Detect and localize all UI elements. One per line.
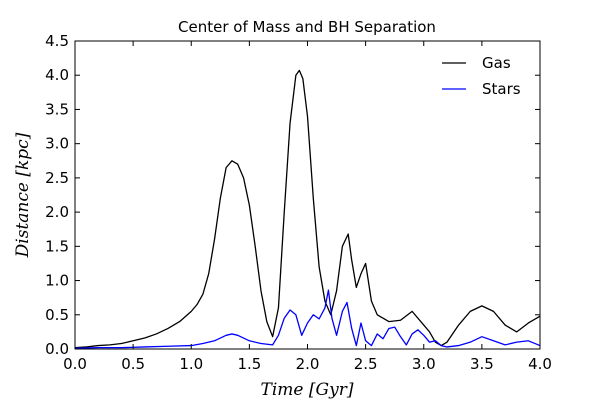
x-tick-label: 4.0: [528, 355, 552, 373]
x-tick-label: 2.5: [354, 355, 378, 373]
series-layer: [74, 69, 541, 349]
series-line-gas: [74, 69, 541, 349]
x-tick-label: 3.0: [412, 355, 436, 373]
y-tick-label: 1.0: [45, 272, 69, 290]
x-tick-label: 1.5: [237, 355, 261, 373]
y-tick-label: 0.5: [45, 306, 69, 324]
series-line-stars: [74, 289, 541, 349]
x-tick-label: 1.0: [179, 355, 203, 373]
chart-title: Center of Mass and BH Separation: [178, 18, 436, 36]
y-tick-label: 1.5: [45, 237, 69, 255]
plot-frame: [74, 40, 541, 350]
y-tick-label: 2.5: [45, 169, 69, 187]
y-tick-label: 4.5: [45, 32, 69, 50]
tick-layer: 0.0 0.5 1.0 1.5 2.0 2.5 3.0 3.5 4.0 0.0 0.5 1.0 1.5 2…: [45, 32, 552, 373]
y-tick-label: 4.0: [45, 66, 69, 84]
x-tick-label: 3.5: [470, 355, 494, 373]
legend-label-gas: Gas: [482, 54, 511, 72]
x-tick-label: 0.5: [121, 355, 145, 373]
x-tick-label: 0.0: [63, 355, 87, 373]
y-tick-label: 3.5: [45, 100, 69, 118]
y-tick-label: 2.0: [45, 203, 69, 221]
y-axis-label: Distance [kpc]: [13, 132, 33, 258]
x-tick-label: 2.0: [296, 355, 320, 373]
x-axis-label: Time [Gyr]: [261, 380, 354, 400]
y-tick-label: 0.0: [45, 340, 69, 358]
y-tick-label: 3.0: [45, 135, 69, 153]
legend-label-stars: Stars: [482, 80, 521, 98]
legend: Gas Stars: [442, 54, 521, 98]
